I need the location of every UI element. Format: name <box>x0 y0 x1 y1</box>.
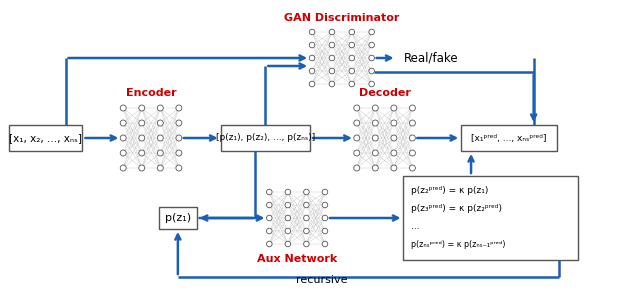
Circle shape <box>372 105 378 111</box>
Circle shape <box>391 150 397 156</box>
Circle shape <box>309 68 315 74</box>
Circle shape <box>410 165 415 171</box>
Text: p(zₙₛᵖʳᵉᵈ) = κ p(zₙₛ₋₁ᵖʳᵉᵈ): p(zₙₛᵖʳᵉᵈ) = κ p(zₙₛ₋₁ᵖʳᵉᵈ) <box>412 240 506 249</box>
Circle shape <box>303 202 309 208</box>
Text: [x₁, x₂, ..., xₙₛ]: [x₁, x₂, ..., xₙₛ] <box>9 133 82 143</box>
Circle shape <box>309 81 315 87</box>
Circle shape <box>391 135 397 141</box>
Text: [p(z₁), p(z₂), ..., p(zₙₛ)]: [p(z₁), p(z₂), ..., p(zₙₛ)] <box>216 134 315 142</box>
Circle shape <box>157 150 163 156</box>
Circle shape <box>285 215 291 221</box>
Circle shape <box>285 202 291 208</box>
Circle shape <box>372 150 378 156</box>
Text: Aux Network: Aux Network <box>257 254 337 264</box>
Circle shape <box>322 189 328 195</box>
Circle shape <box>410 135 415 141</box>
Text: p(z₁): p(z₁) <box>165 213 191 223</box>
Circle shape <box>354 120 360 126</box>
Text: p(z₃ᵖʳᵉᵈ) = κ p(z₂ᵖʳᵉᵈ): p(z₃ᵖʳᵉᵈ) = κ p(z₂ᵖʳᵉᵈ) <box>412 204 502 213</box>
Circle shape <box>329 55 335 61</box>
Circle shape <box>369 55 374 61</box>
Circle shape <box>354 165 360 171</box>
FancyBboxPatch shape <box>9 125 83 151</box>
Circle shape <box>322 202 328 208</box>
FancyBboxPatch shape <box>461 125 557 151</box>
Circle shape <box>372 165 378 171</box>
Text: Encoder: Encoder <box>125 88 177 98</box>
Circle shape <box>309 55 315 61</box>
Circle shape <box>303 189 309 195</box>
Circle shape <box>349 29 355 35</box>
Circle shape <box>322 241 328 247</box>
Circle shape <box>329 68 335 74</box>
Circle shape <box>266 241 272 247</box>
Circle shape <box>157 165 163 171</box>
Circle shape <box>157 120 163 126</box>
Text: recursive: recursive <box>296 275 348 285</box>
Circle shape <box>285 241 291 247</box>
Circle shape <box>266 189 272 195</box>
Circle shape <box>303 241 309 247</box>
Circle shape <box>349 42 355 48</box>
Circle shape <box>139 120 145 126</box>
Text: ...: ... <box>412 222 420 231</box>
Circle shape <box>322 215 328 221</box>
Circle shape <box>176 135 182 141</box>
Circle shape <box>391 120 397 126</box>
Circle shape <box>369 42 374 48</box>
Circle shape <box>120 150 126 156</box>
Circle shape <box>349 81 355 87</box>
Circle shape <box>176 165 182 171</box>
Circle shape <box>410 120 415 126</box>
Circle shape <box>120 135 126 141</box>
Circle shape <box>176 150 182 156</box>
Circle shape <box>139 165 145 171</box>
FancyBboxPatch shape <box>221 125 310 151</box>
Circle shape <box>410 105 415 111</box>
Circle shape <box>266 228 272 234</box>
Circle shape <box>369 68 374 74</box>
Circle shape <box>176 120 182 126</box>
Circle shape <box>354 105 360 111</box>
Circle shape <box>369 81 374 87</box>
Circle shape <box>139 105 145 111</box>
Circle shape <box>120 105 126 111</box>
Circle shape <box>139 135 145 141</box>
Circle shape <box>329 29 335 35</box>
Circle shape <box>303 215 309 221</box>
Circle shape <box>120 120 126 126</box>
FancyBboxPatch shape <box>159 207 196 229</box>
Circle shape <box>266 215 272 221</box>
Circle shape <box>157 135 163 141</box>
Text: Real/fake: Real/fake <box>403 52 458 64</box>
Circle shape <box>349 55 355 61</box>
Circle shape <box>410 150 415 156</box>
Circle shape <box>285 189 291 195</box>
Circle shape <box>372 120 378 126</box>
Circle shape <box>369 29 374 35</box>
Circle shape <box>266 202 272 208</box>
Circle shape <box>354 150 360 156</box>
Text: GAN Discriminator: GAN Discriminator <box>284 13 399 23</box>
Circle shape <box>329 42 335 48</box>
Text: Decoder: Decoder <box>358 88 410 98</box>
Circle shape <box>391 165 397 171</box>
Circle shape <box>354 135 360 141</box>
Text: p(z₂ᵖʳᵉᵈ) = κ p(z₁): p(z₂ᵖʳᵉᵈ) = κ p(z₁) <box>412 186 489 195</box>
Circle shape <box>309 42 315 48</box>
Circle shape <box>322 228 328 234</box>
Circle shape <box>372 135 378 141</box>
Circle shape <box>391 105 397 111</box>
FancyBboxPatch shape <box>403 176 579 260</box>
Circle shape <box>176 105 182 111</box>
Circle shape <box>303 228 309 234</box>
Circle shape <box>139 150 145 156</box>
Circle shape <box>120 165 126 171</box>
Circle shape <box>329 81 335 87</box>
Text: [x₁ᵖʳᵉᵈ, ..., xₙₛᵖʳᵉᵈ]: [x₁ᵖʳᵉᵈ, ..., xₙₛᵖʳᵉᵈ] <box>471 134 547 142</box>
Circle shape <box>285 228 291 234</box>
Circle shape <box>157 105 163 111</box>
Circle shape <box>309 29 315 35</box>
Circle shape <box>349 68 355 74</box>
